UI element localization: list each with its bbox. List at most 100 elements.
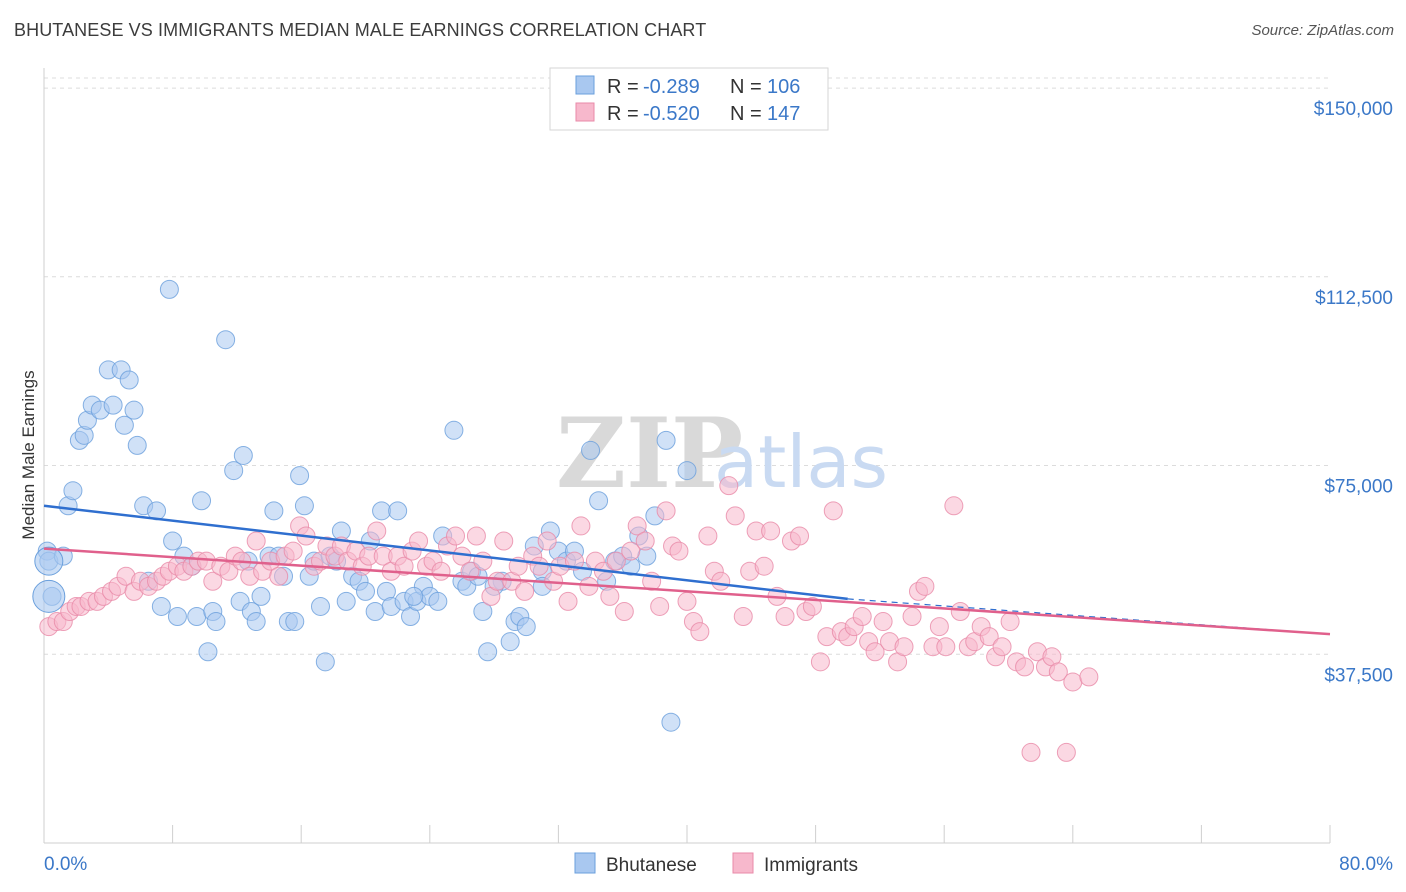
point-immigrants-117 [865,642,885,662]
point-bhutanese-15 [119,370,139,390]
legend-n-value-1: 147 [767,103,800,125]
point-immigrants-34 [283,541,303,561]
point-immigrants-96 [719,476,739,496]
point-bhutanese-80 [500,632,520,652]
point-immigrants-104 [775,607,795,627]
point-bhutanese-60 [365,601,385,621]
point-immigrants-133 [979,627,999,647]
y-tick-label-1: $75,000 [1324,477,1393,498]
source-label: Source: ZipAtlas.com [1251,22,1394,39]
point-immigrants-83 [627,516,647,536]
chart-title: BHUTANESE VS IMMIGRANTS MEDIAN MALE EARN… [14,20,707,40]
point-immigrants-139 [1021,742,1041,762]
legend-r-label-0: R = [607,76,639,98]
trend-line-immigrants [43,547,1331,636]
point-immigrants-95 [711,571,731,591]
point-bhutanese-27 [187,607,207,627]
point-immigrants-115 [852,607,872,627]
point-bhutanese-16 [124,400,144,420]
point-immigrants-79 [600,586,620,606]
point-bhutanese-78 [478,642,498,662]
watermark: ZIP atlas [556,397,888,510]
point-immigrants-55 [431,561,451,581]
trend-line-bhutanese-extension [847,598,1331,635]
point-immigrants-109 [810,652,830,672]
point-immigrants-124 [915,576,935,596]
y-tick-label-2: $112,500 [1315,288,1393,309]
point-immigrants-126 [929,617,949,637]
y-axis-label: Median Male Earnings [19,370,38,539]
legend-n-label-0: N = [730,76,762,98]
point-immigrants-69 [529,556,549,576]
point-immigrants-80 [606,551,626,571]
point-immigrants-81 [614,601,634,621]
point-immigrants-98 [733,607,753,627]
point-immigrants-128 [944,496,964,516]
y-tick-label-0: $37,500 [1324,665,1393,686]
point-immigrants-129 [950,601,970,621]
legend-n-label-1: N = [730,103,762,125]
point-immigrants-75 [571,516,591,536]
point-immigrants-90 [677,591,697,611]
point-bhutanese-35 [233,445,253,465]
point-immigrants-89 [669,541,689,561]
point-immigrants-87 [656,501,676,521]
point-immigrants-64 [494,531,514,551]
point-bhutanese-22 [159,279,179,299]
axes [43,68,1331,844]
y-tick-labels: $37,500 $75,000 $112,500 $150,000 [1314,99,1393,686]
data-points [32,279,1099,762]
point-bhutanese-23 [163,531,183,551]
point-immigrants-86 [650,596,670,616]
point-immigrants-135 [992,637,1012,657]
point-immigrants-60 [466,526,486,546]
point-bhutanese-77 [473,601,493,621]
point-bhutanese-5 [63,481,83,501]
point-immigrants-50 [394,556,414,576]
point-bhutanese-99 [656,430,676,450]
point-immigrants-84 [635,531,655,551]
bottom-legend-label-immigrants: Immigrants [764,855,858,876]
point-immigrants-145 [1063,672,1083,692]
point-bhutanese-91 [581,440,601,460]
point-immigrants-111 [823,501,843,521]
point-immigrants-57 [446,526,466,546]
y-tick-label-3: $150,000 [1314,99,1393,120]
bottom-legend-swatch-immigrants [732,852,754,874]
point-immigrants-144 [1056,742,1076,762]
point-immigrants-106 [790,526,810,546]
point-bhutanese-64 [388,501,408,521]
point-immigrants-29 [246,531,266,551]
legend-box: R = -0.289 N = 106 R = -0.520 N = 147 [549,67,829,131]
watermark-atlas: atlas [714,420,888,504]
point-bhutanese-24 [167,607,187,627]
trend-lines [43,504,1331,636]
point-bhutanese-12 [103,395,123,415]
point-bhutanese-58 [356,581,375,601]
point-bhutanese-41 [264,501,284,521]
point-bhutanese-32 [216,330,236,350]
point-bhutanese-29 [198,642,218,662]
point-bhutanese-39 [251,586,271,606]
point-immigrants-102 [761,521,781,541]
legend-r-value-1: -0.520 [643,103,700,125]
point-immigrants-32 [269,566,289,586]
point-immigrants-108 [802,596,822,616]
point-bhutanese-61 [372,501,392,521]
point-immigrants-101 [754,556,774,576]
point-bhutanese-105 [404,586,424,606]
trend-line-bhutanese [43,504,848,601]
point-bhutanese-28 [192,491,212,511]
point-bhutanese-47 [294,496,314,516]
point-immigrants-46 [367,521,387,541]
point-bhutanese-large-a [34,546,64,576]
legend-swatch-bhutanese [575,75,595,95]
point-bhutanese-50 [310,596,330,616]
point-bhutanese-33 [224,461,244,481]
point-bhutanese-83 [516,617,536,637]
x-tick-label-1: 80.0% [1339,854,1393,875]
point-immigrants-70 [537,531,557,551]
point-immigrants-122 [902,607,922,627]
point-immigrants-118 [873,612,893,632]
